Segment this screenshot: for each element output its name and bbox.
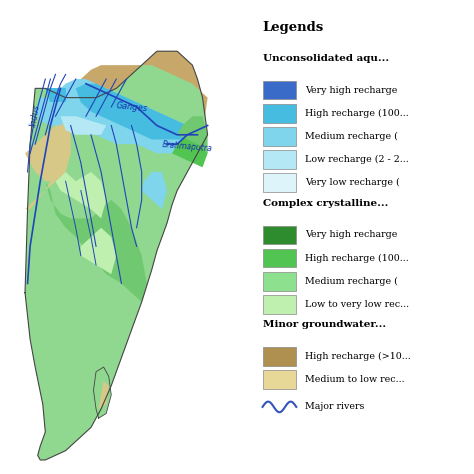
- Bar: [263, 81, 296, 100]
- Polygon shape: [142, 172, 167, 209]
- Text: Legends: Legends: [263, 21, 324, 34]
- Text: High recharge (100...: High recharge (100...: [305, 254, 409, 263]
- Bar: [263, 173, 296, 192]
- Polygon shape: [35, 93, 76, 126]
- Text: Medium recharge (: Medium recharge (: [305, 277, 398, 286]
- Text: Ganges: Ganges: [115, 101, 148, 114]
- Text: Very low recharge (: Very low recharge (: [305, 178, 400, 187]
- Polygon shape: [81, 228, 116, 274]
- Text: Complex crystalline...: Complex crystalline...: [263, 199, 388, 208]
- Text: High recharge (>10...: High recharge (>10...: [305, 352, 410, 361]
- Bar: [263, 104, 296, 123]
- Polygon shape: [61, 116, 106, 135]
- Bar: [263, 226, 296, 244]
- Polygon shape: [25, 172, 61, 209]
- Text: Indus: Indus: [29, 103, 42, 128]
- Polygon shape: [55, 79, 202, 154]
- Polygon shape: [99, 381, 109, 409]
- Bar: [263, 347, 296, 366]
- Polygon shape: [93, 367, 111, 418]
- Text: Very high recharge: Very high recharge: [305, 230, 397, 239]
- Polygon shape: [71, 51, 208, 116]
- Polygon shape: [177, 116, 208, 154]
- Text: Very high recharge: Very high recharge: [305, 86, 397, 95]
- Polygon shape: [25, 121, 71, 181]
- Polygon shape: [172, 130, 208, 167]
- Polygon shape: [46, 181, 147, 302]
- Polygon shape: [76, 84, 198, 139]
- Bar: [263, 295, 296, 314]
- Text: Low to very low rec...: Low to very low rec...: [305, 300, 409, 309]
- Bar: [263, 150, 296, 169]
- Bar: [263, 370, 296, 389]
- Text: High recharge (100...: High recharge (100...: [305, 109, 409, 118]
- Bar: [263, 127, 296, 146]
- Text: Medium to low rec...: Medium to low rec...: [305, 375, 404, 384]
- Text: Low recharge (2 - 2...: Low recharge (2 - 2...: [305, 155, 409, 164]
- Bar: [263, 249, 296, 267]
- Polygon shape: [46, 88, 65, 102]
- Text: Major rivers: Major rivers: [305, 402, 364, 411]
- Bar: [263, 272, 296, 291]
- Text: Minor groundwater...: Minor groundwater...: [263, 320, 386, 329]
- Text: Unconsolidated aqu...: Unconsolidated aqu...: [263, 54, 389, 63]
- Polygon shape: [25, 51, 208, 460]
- Polygon shape: [55, 172, 106, 219]
- Text: Medium recharge (: Medium recharge (: [305, 132, 398, 141]
- Text: Brahmaputra: Brahmaputra: [162, 140, 213, 153]
